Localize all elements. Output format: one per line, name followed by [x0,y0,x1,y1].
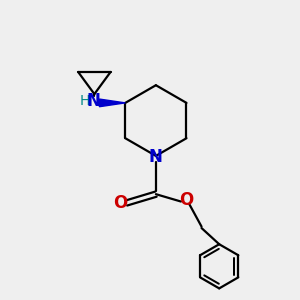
Text: N: N [149,148,163,166]
Text: H: H [80,94,90,108]
Text: O: O [179,191,193,209]
Polygon shape [99,99,125,107]
Text: N: N [87,92,100,110]
Text: O: O [113,194,128,212]
